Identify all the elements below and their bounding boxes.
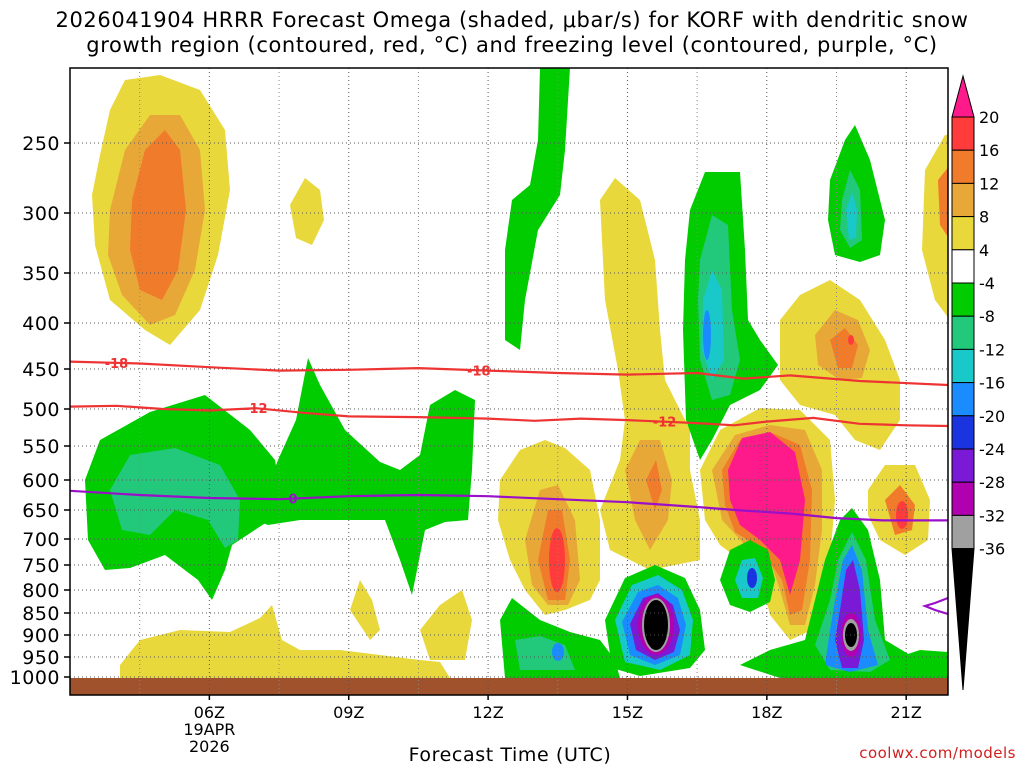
- y-tick-label-750: 750: [22, 555, 60, 577]
- contours: -18 -12 0 -18 -12: [70, 357, 948, 616]
- omega-region-03z-870: [350, 580, 380, 640]
- omega-region-21z-low-neg-4: [905, 650, 948, 678]
- y-tick-label-450: 450: [22, 359, 60, 381]
- omega-region-20z-neg-12: [846, 192, 857, 240]
- colorbar-label: 20: [979, 108, 999, 127]
- y-tick-label-600: 600: [22, 470, 60, 492]
- x-axis-title: Forecast Time (UTC): [408, 744, 612, 766]
- colorbar-top-arrow: [951, 74, 975, 118]
- omega-region-mid-neg-4: [255, 358, 475, 595]
- colorbar-label: -8: [979, 307, 995, 326]
- omega-region-left-neg-8: [110, 448, 240, 548]
- colorbar-swatch: [951, 315, 975, 350]
- x-tick-label-12Z: 12Z: [472, 703, 503, 722]
- colorbar-swatch: [951, 149, 975, 184]
- contour-dgz-minus-18: [70, 360, 948, 387]
- contour-label-dgz-minus-18: -18: [105, 357, 129, 372]
- colorbar-swatch: [951, 382, 975, 417]
- contour-dgz-minus-12: [70, 404, 948, 428]
- contour-freezing-loop: [921, 596, 948, 616]
- omega-region-upper-left-12: [130, 130, 186, 300]
- omega-region-16z-12: [646, 460, 662, 510]
- colorbar-label: 4: [979, 241, 989, 260]
- omega-region-20z-16: [848, 335, 854, 345]
- colorbar-swatch: [951, 348, 975, 384]
- omega-region-14z-16: [549, 528, 565, 592]
- colorbar-label: 12: [979, 174, 999, 193]
- y-tick-label-800: 800: [22, 580, 60, 602]
- colorbar-swatch: [951, 216, 975, 251]
- omega-region-18z-ring-neg-20: [747, 568, 757, 588]
- omega-region-16z-low-neg-36: [644, 600, 668, 650]
- x-tick-date: 19APR: [183, 720, 235, 739]
- chart-title-line1: 2026041904 HRRR Forecast Omega (shaded, …: [55, 8, 969, 32]
- colorbar-bottom-arrow: [951, 548, 975, 691]
- y-tick-label-250: 250: [22, 133, 60, 155]
- y-tick-label-500: 500: [22, 399, 60, 421]
- contour-freezing-level-0: [70, 489, 948, 522]
- colorbar-swatch: [951, 514, 975, 550]
- omega-region-12z-870: [420, 590, 472, 660]
- x-tick-year: 2026: [189, 737, 230, 756]
- omega-region-16z-8: [625, 440, 672, 550]
- colorbar-label: -28: [979, 473, 1005, 492]
- contour-label-dgz-minus-18-2: -18: [467, 364, 491, 379]
- colorbar-swatch: [951, 249, 975, 284]
- x-tick-label-06Z: 06Z: [194, 703, 225, 722]
- credit-text: coolwx.com/models: [859, 744, 1016, 762]
- y-tick-label-850: 850: [22, 603, 60, 625]
- chart-title-line2: growth region (contoured, red, °C) and f…: [86, 33, 938, 57]
- y-tick-label-400: 400: [22, 313, 60, 335]
- contour-label-dgz-minus-12-2: -12: [653, 416, 677, 431]
- y-tick-label-300: 300: [22, 203, 60, 225]
- x-tick-label-09Z: 09Z: [333, 703, 364, 722]
- y-tick-label-350: 350: [22, 263, 60, 285]
- colorbar-label: -20: [979, 407, 1005, 426]
- y-tick-label-1000: 1000: [10, 667, 60, 689]
- x-tick-label-21Z: 21Z: [891, 703, 922, 722]
- colorbar-label: 16: [979, 141, 999, 160]
- omega-region-22z-12: [938, 167, 948, 237]
- colorbar-label: -16: [979, 374, 1005, 393]
- y-tick-label-950: 950: [22, 647, 60, 669]
- omega-region-18z-20: [728, 432, 805, 595]
- omega-region-09z-300: [290, 178, 324, 245]
- omega-region-17z-neg-16: [703, 310, 711, 360]
- colorbar-label: -12: [979, 340, 1005, 359]
- colorbar-label: -24: [979, 440, 1005, 459]
- colorbar-swatch: [951, 282, 975, 317]
- y-tick-label-700: 700: [22, 529, 60, 551]
- omega-region-21z-650-16: [896, 501, 908, 529]
- contour-label-dgz-minus-12: -12: [244, 402, 268, 417]
- colorbar-swatch: [951, 415, 975, 450]
- y-tick-label-900: 900: [22, 625, 60, 647]
- x-tick-label-15Z: 15Z: [612, 703, 643, 722]
- colorbar-swatch: [951, 116, 975, 151]
- contour-label-freezing-level-0: 0: [288, 493, 297, 508]
- colorbar-label: 8: [979, 208, 989, 227]
- grid-lines: [70, 68, 948, 695]
- colorbar-label: -4: [979, 274, 995, 293]
- omega-region-13z-neg-4: [505, 68, 570, 350]
- colorbar-label: -32: [979, 506, 1005, 525]
- omega-shading: [70, 68, 948, 695]
- colorbar-swatch: [951, 182, 975, 218]
- colorbar: 20 16 12 8 4 -4 -8 -12 -16 -20 -24 -28 -32 -36: [951, 74, 1005, 691]
- y-tick-label-550: 550: [22, 436, 60, 458]
- colorbar-label: -36: [979, 540, 1005, 559]
- colorbar-swatch: [951, 481, 975, 516]
- plot-frame: [69, 67, 949, 696]
- y-tick-label-650: 650: [22, 500, 60, 522]
- y-axis: 2503003504004505005506006507007508008509…: [10, 133, 70, 689]
- ground-below-surface: [70, 678, 948, 695]
- x-tick-label-18Z: 18Z: [751, 703, 782, 722]
- omega-region-lower-left-4: [120, 605, 450, 678]
- colorbar-swatch: [951, 448, 975, 483]
